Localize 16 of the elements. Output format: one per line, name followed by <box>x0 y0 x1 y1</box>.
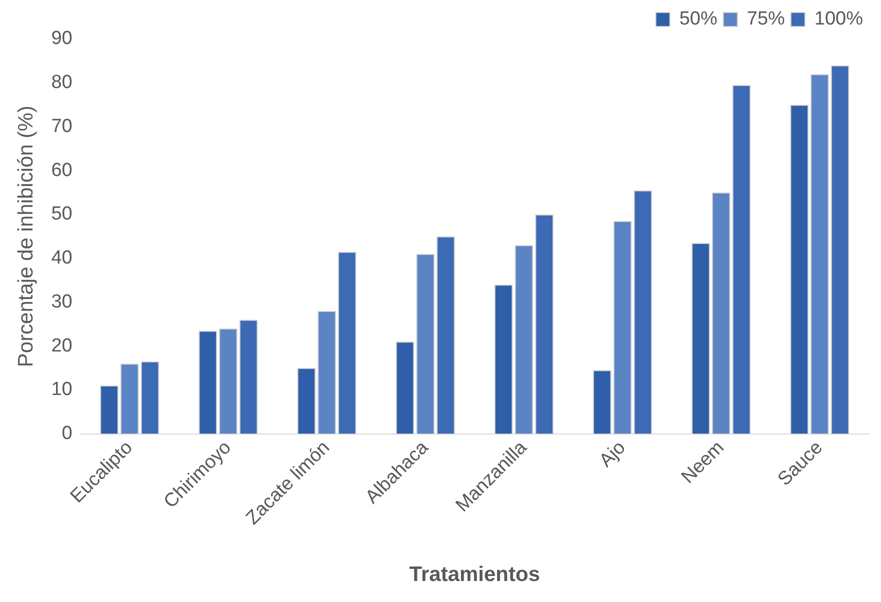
y-tick-label: 40 <box>51 248 72 269</box>
y-tick-label: 50 <box>51 204 72 225</box>
y-tick-label: 80 <box>51 72 72 94</box>
y-tick-label: 30 <box>51 291 72 312</box>
legend-label: 50% <box>679 8 718 30</box>
y-tick-label: 20 <box>51 335 72 356</box>
x-tick-label: Ajo <box>596 437 630 472</box>
y-tick-label: 0 <box>62 423 72 444</box>
y-tick-label: 10 <box>51 379 72 400</box>
y-tick-label: 70 <box>51 116 72 137</box>
y-tick-label: 60 <box>51 160 72 181</box>
legend-label: 75% <box>746 8 786 30</box>
x-axis-title: Tratamientos <box>409 563 540 586</box>
legend-label: 100% <box>814 8 864 30</box>
y-axis-title: Porcentaje de inhibición (%) <box>14 106 38 368</box>
y-tick-label: 90 <box>51 28 72 50</box>
